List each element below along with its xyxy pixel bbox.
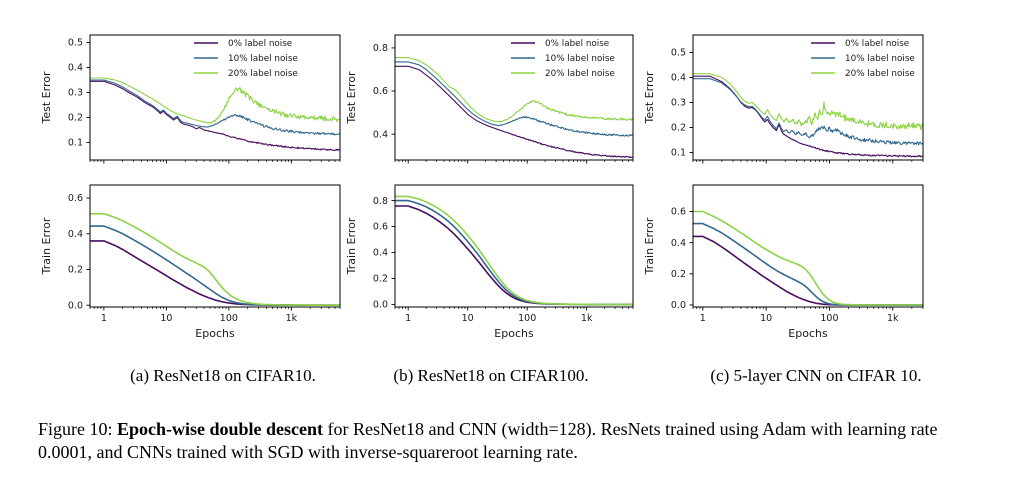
svg-text:1: 1 [405,313,411,324]
svg-text:0.6: 0.6 [68,193,83,204]
svg-text:0.4: 0.4 [373,129,388,140]
svg-text:100: 100 [518,313,536,324]
test-error-resnet18-cifar10-plot: 0.1 0.2 0.3 0.4 0.5 Test Error 0% label noise 1… [40,34,341,164]
svg-text:Train Error: Train Error [643,217,656,275]
svg-text:0.1: 0.1 [68,138,83,149]
svg-text:Train Error: Train Error [40,217,53,275]
svg-text:10% label noise: 10% label noise [228,54,298,64]
svg-text:0.5: 0.5 [68,38,83,49]
svg-text:20% label noise: 20% label noise [545,69,615,79]
svg-text:0.5: 0.5 [671,48,686,59]
svg-text:1k: 1k [887,313,899,324]
svg-text:0.4: 0.4 [373,248,388,259]
chart-train-error-cnn-cifar10: 0.0 0.2 0.4 0.6 1 10 100 1k Epochs Train Error [635,177,955,349]
subcaption-a: (a) ResNet18 on CIFAR10. [130,366,316,385]
svg-text:Epochs: Epochs [788,327,828,340]
svg-text:0.2: 0.2 [373,274,388,285]
svg-text:0.8: 0.8 [373,43,388,54]
test-error-resnet18-cifar100-plot: 0.4 0.6 0.8 Test Error 0% label noise 10% lab… [345,34,634,164]
svg-text:Epochs: Epochs [494,327,534,340]
svg-text:10: 10 [760,313,772,324]
svg-text:0.6: 0.6 [373,86,388,97]
svg-text:0.0: 0.0 [373,300,388,311]
svg-text:100: 100 [820,313,838,324]
figure-caption-bold: Epoch-wise double descent [117,419,324,439]
svg-text:20% label noise: 20% label noise [845,69,915,79]
svg-text:Test Error: Test Error [345,71,358,124]
svg-text:10: 10 [160,313,172,324]
svg-text:Train Error: Train Error [345,217,358,275]
svg-text:0.0: 0.0 [68,300,83,311]
svg-text:0.4: 0.4 [671,238,686,249]
subcaption-b: (b) ResNet18 on CIFAR100. [393,366,589,385]
chart-test-error-resnet18-cifar100: 0.4 0.6 0.8 Test Error 0% label noise 10% lab… [337,25,657,177]
chart-test-error-resnet18-cifar10: 0.1 0.2 0.3 0.4 0.5 Test Error 0% label noise 1… [32,25,352,177]
svg-text:0.2: 0.2 [68,113,83,124]
train-error-resnet18-cifar10-plot: 0.0 0.2 0.4 0.6 1 10 100 1k Epochs Train Error [40,184,341,340]
svg-text:0.6: 0.6 [671,207,686,218]
svg-text:Test Error: Test Error [643,71,656,124]
subcaption-c: (c) 5-layer CNN on CIFAR 10. [710,366,922,385]
figure-caption: Figure 10: Epoch-wise double descent for… [38,418,988,464]
svg-text:0.0: 0.0 [671,300,686,311]
svg-text:1: 1 [101,313,107,324]
svg-text:1k: 1k [581,313,593,324]
svg-text:0.1: 0.1 [671,148,686,159]
figure-caption-prefix: Figure 10: [38,419,117,439]
svg-text:0.2: 0.2 [671,123,686,134]
svg-text:100: 100 [220,313,238,324]
svg-text:0.6: 0.6 [373,222,388,233]
svg-text:0% label noise: 0% label noise [545,39,609,49]
svg-text:0.3: 0.3 [68,88,83,99]
svg-text:10% label noise: 10% label noise [845,54,915,64]
svg-text:Test Error: Test Error [40,71,53,124]
svg-text:0.4: 0.4 [68,229,83,240]
figure-caption-rest: for ResNet18 and CNN (width=128). ResNet… [38,419,938,462]
train-error-cnn-cifar10-plot: 0.0 0.2 0.4 0.6 1 10 100 1k Epochs Train Error [643,184,924,340]
train-error-resnet18-cifar100-plot: 0.0 0.2 0.4 0.6 0.8 1 10 100 1k Epochs Train Error [345,184,634,340]
chart-train-error-resnet18-cifar10: 0.0 0.2 0.4 0.6 1 10 100 1k Epochs Train Error [32,177,352,349]
test-error-cnn-cifar10-plot: 0.1 0.2 0.3 0.4 0.5 Test Error 0% label noise 1… [643,34,924,164]
svg-text:20% label noise: 20% label noise [228,69,298,79]
svg-text:0% label noise: 0% label noise [845,39,909,49]
svg-text:10: 10 [462,313,474,324]
chart-train-error-resnet18-cifar100: 0.0 0.2 0.4 0.6 0.8 1 10 100 1k Epochs Train Error [337,177,657,349]
svg-text:1k: 1k [286,313,298,324]
svg-text:1: 1 [700,313,706,324]
svg-text:0.4: 0.4 [68,63,83,74]
svg-text:0.3: 0.3 [671,98,686,109]
svg-text:Epochs: Epochs [195,327,235,340]
svg-text:0.2: 0.2 [671,269,686,280]
svg-text:0.4: 0.4 [671,73,686,84]
chart-test-error-cnn-cifar10: 0.1 0.2 0.3 0.4 0.5 Test Error 0% label noise 1… [635,25,955,177]
svg-text:0% label noise: 0% label noise [228,39,292,49]
svg-text:0.8: 0.8 [373,196,388,207]
svg-text:0.2: 0.2 [68,265,83,276]
svg-text:10% label noise: 10% label noise [545,54,615,64]
